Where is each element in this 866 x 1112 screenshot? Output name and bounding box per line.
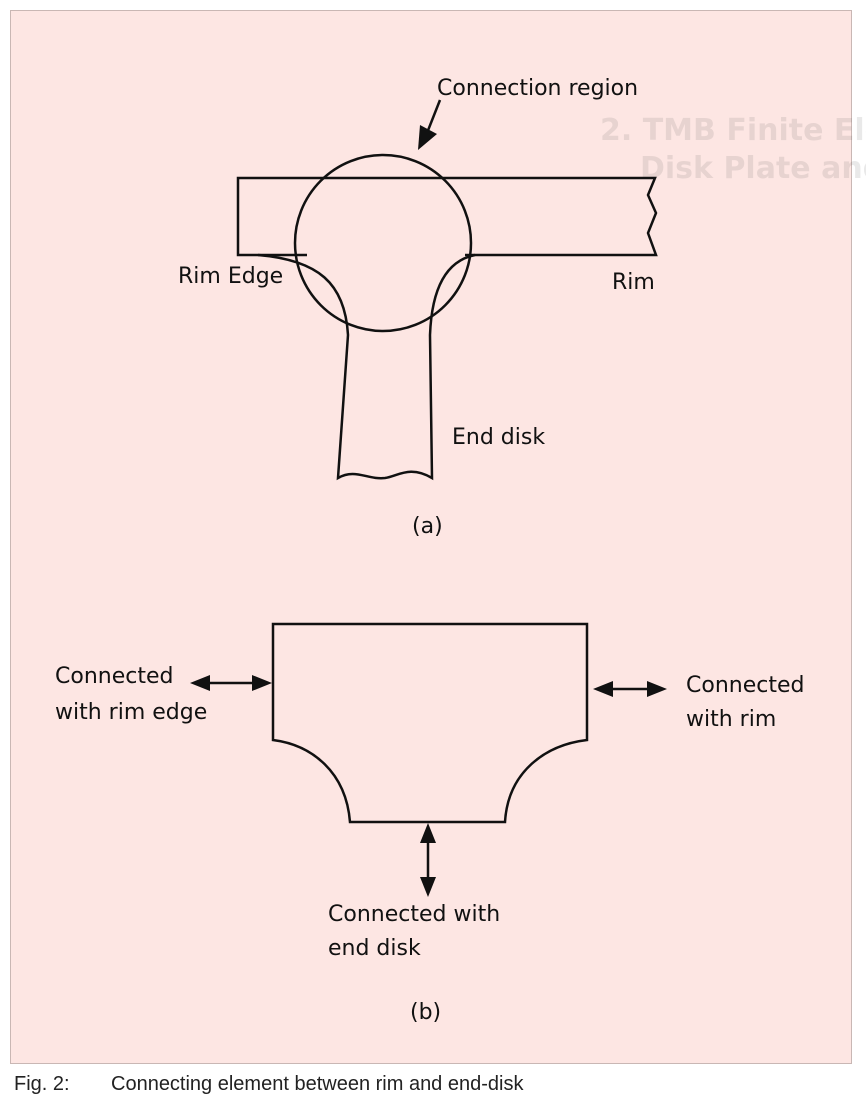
label-bottom-line1: Connected with — [328, 902, 500, 927]
end-disk-stem — [257, 253, 476, 481]
panel-label-a: (a) — [412, 514, 443, 539]
part-a-drawing — [236, 99, 658, 481]
connection-region-circle — [293, 153, 473, 333]
label-left-line1: Connected — [55, 664, 173, 689]
left-double-arrow — [190, 675, 272, 691]
connection-arrow-head — [418, 125, 437, 150]
background-show-through: 2. TMB Finite Elements for Beam, Disk Pl… — [600, 113, 866, 186]
label-rim-edge: Rim Edge — [178, 264, 283, 289]
label-connection-region: Connection region — [437, 76, 638, 101]
part-b-drawing — [271, 622, 589, 824]
label-right-line2: with rim — [686, 707, 776, 732]
background-heading-2: Disk Plate and Cylindrical Shell — [640, 151, 866, 186]
panel-label-b: (b) — [410, 1000, 441, 1025]
background-heading-1: 2. TMB Finite Elements for Beam, — [600, 113, 866, 148]
rim-bar — [236, 176, 658, 257]
label-right-line1: Connected — [686, 673, 804, 698]
connection-arrow-line — [425, 99, 442, 134]
right-double-arrow — [593, 681, 667, 697]
figure-caption-text: Connecting element between rim and end-d… — [111, 1073, 524, 1095]
label-left-line2: with rim edge — [55, 700, 207, 725]
label-bottom-line2: end disk — [328, 936, 421, 961]
figure-caption-number: Fig. 2: — [14, 1073, 70, 1095]
connecting-element-shape — [271, 622, 589, 824]
label-rim: Rim — [612, 270, 655, 295]
bottom-double-arrow — [420, 823, 436, 897]
label-end-disk: End disk — [452, 425, 545, 450]
